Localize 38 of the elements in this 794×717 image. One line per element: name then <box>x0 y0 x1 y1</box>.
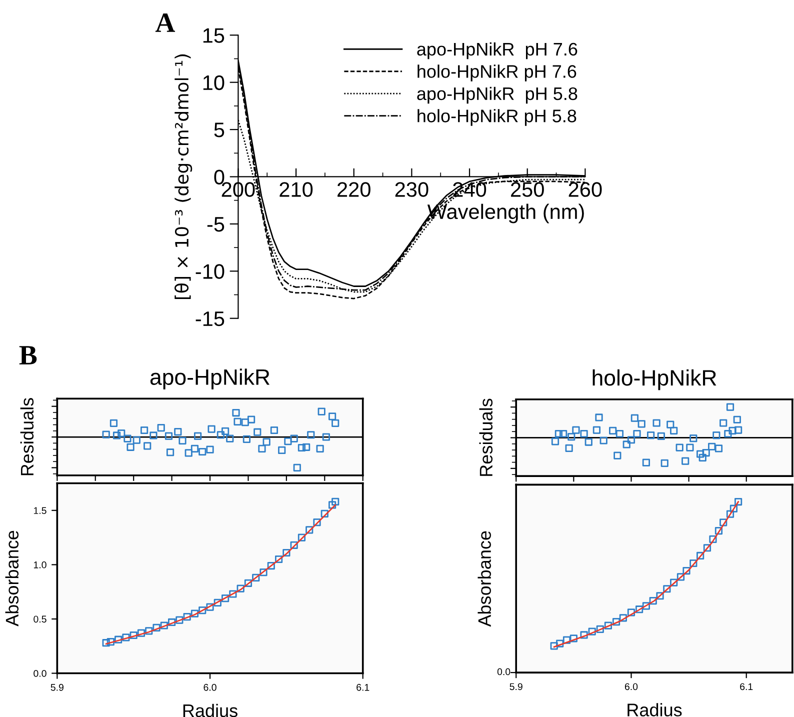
text: B <box>19 346 37 364</box>
chart-title: apo-HpNikR <box>150 368 270 390</box>
x-tick-label: 230 <box>395 182 428 197</box>
y-axis-title: Residuals <box>479 398 493 476</box>
x-tick-label: 5.9 <box>50 684 64 691</box>
y-tick-label: 10 <box>203 75 224 90</box>
x-tick-label: 6.0 <box>624 683 638 690</box>
y-tick-label: -5 <box>207 217 224 232</box>
y-tick-label: 15 <box>203 28 224 43</box>
legend-label: holo-HpNikR pH 7.6 <box>418 64 576 82</box>
x-axis-title: Radius <box>628 703 682 716</box>
y-axis-title: Residuals <box>20 398 34 476</box>
text: A <box>155 13 176 32</box>
y-axis-title: Absorbance <box>478 531 492 627</box>
legend-label: apo-HpNikR pH 5.8 <box>417 86 578 104</box>
y-tick-label: 1.0 <box>34 561 46 568</box>
x-tick-label: 6.1 <box>356 684 370 691</box>
x-tick-label: 5.9 <box>510 683 522 690</box>
y-tick-label: 0.0 <box>34 670 46 677</box>
x-tick-label: 250 <box>511 182 544 197</box>
y-axis-title: Absorbance <box>5 530 19 626</box>
x-tick-label: 6.1 <box>740 683 753 690</box>
legend-label: apo-HpNikR pH 7.6 <box>417 42 578 60</box>
y-tick-label: 5 <box>214 122 224 138</box>
legend-label: holo-HpNikR pH 5.8 <box>418 109 576 126</box>
x-tick-label: 210 <box>280 182 313 197</box>
x-axis-title: Radius <box>183 704 238 717</box>
x-tick-label: 220 <box>338 182 370 197</box>
y-tick-label: 0.5 <box>34 616 46 623</box>
x-tick-label: 6.0 <box>204 684 216 691</box>
y-tick-label: -15 <box>196 312 224 326</box>
y-tick-label: 1.5 <box>34 507 46 514</box>
text: 0.0 <box>497 668 510 676</box>
y-tick-label: -10 <box>196 264 224 279</box>
chart-title: holo-HpNikR <box>592 369 716 390</box>
x-tick-label: 260 <box>568 182 602 197</box>
y-tick-label: 0 <box>214 170 224 184</box>
y-axis-title: [θ] × 10⁻³ (deg·cm²dmol⁻¹) <box>174 54 192 300</box>
